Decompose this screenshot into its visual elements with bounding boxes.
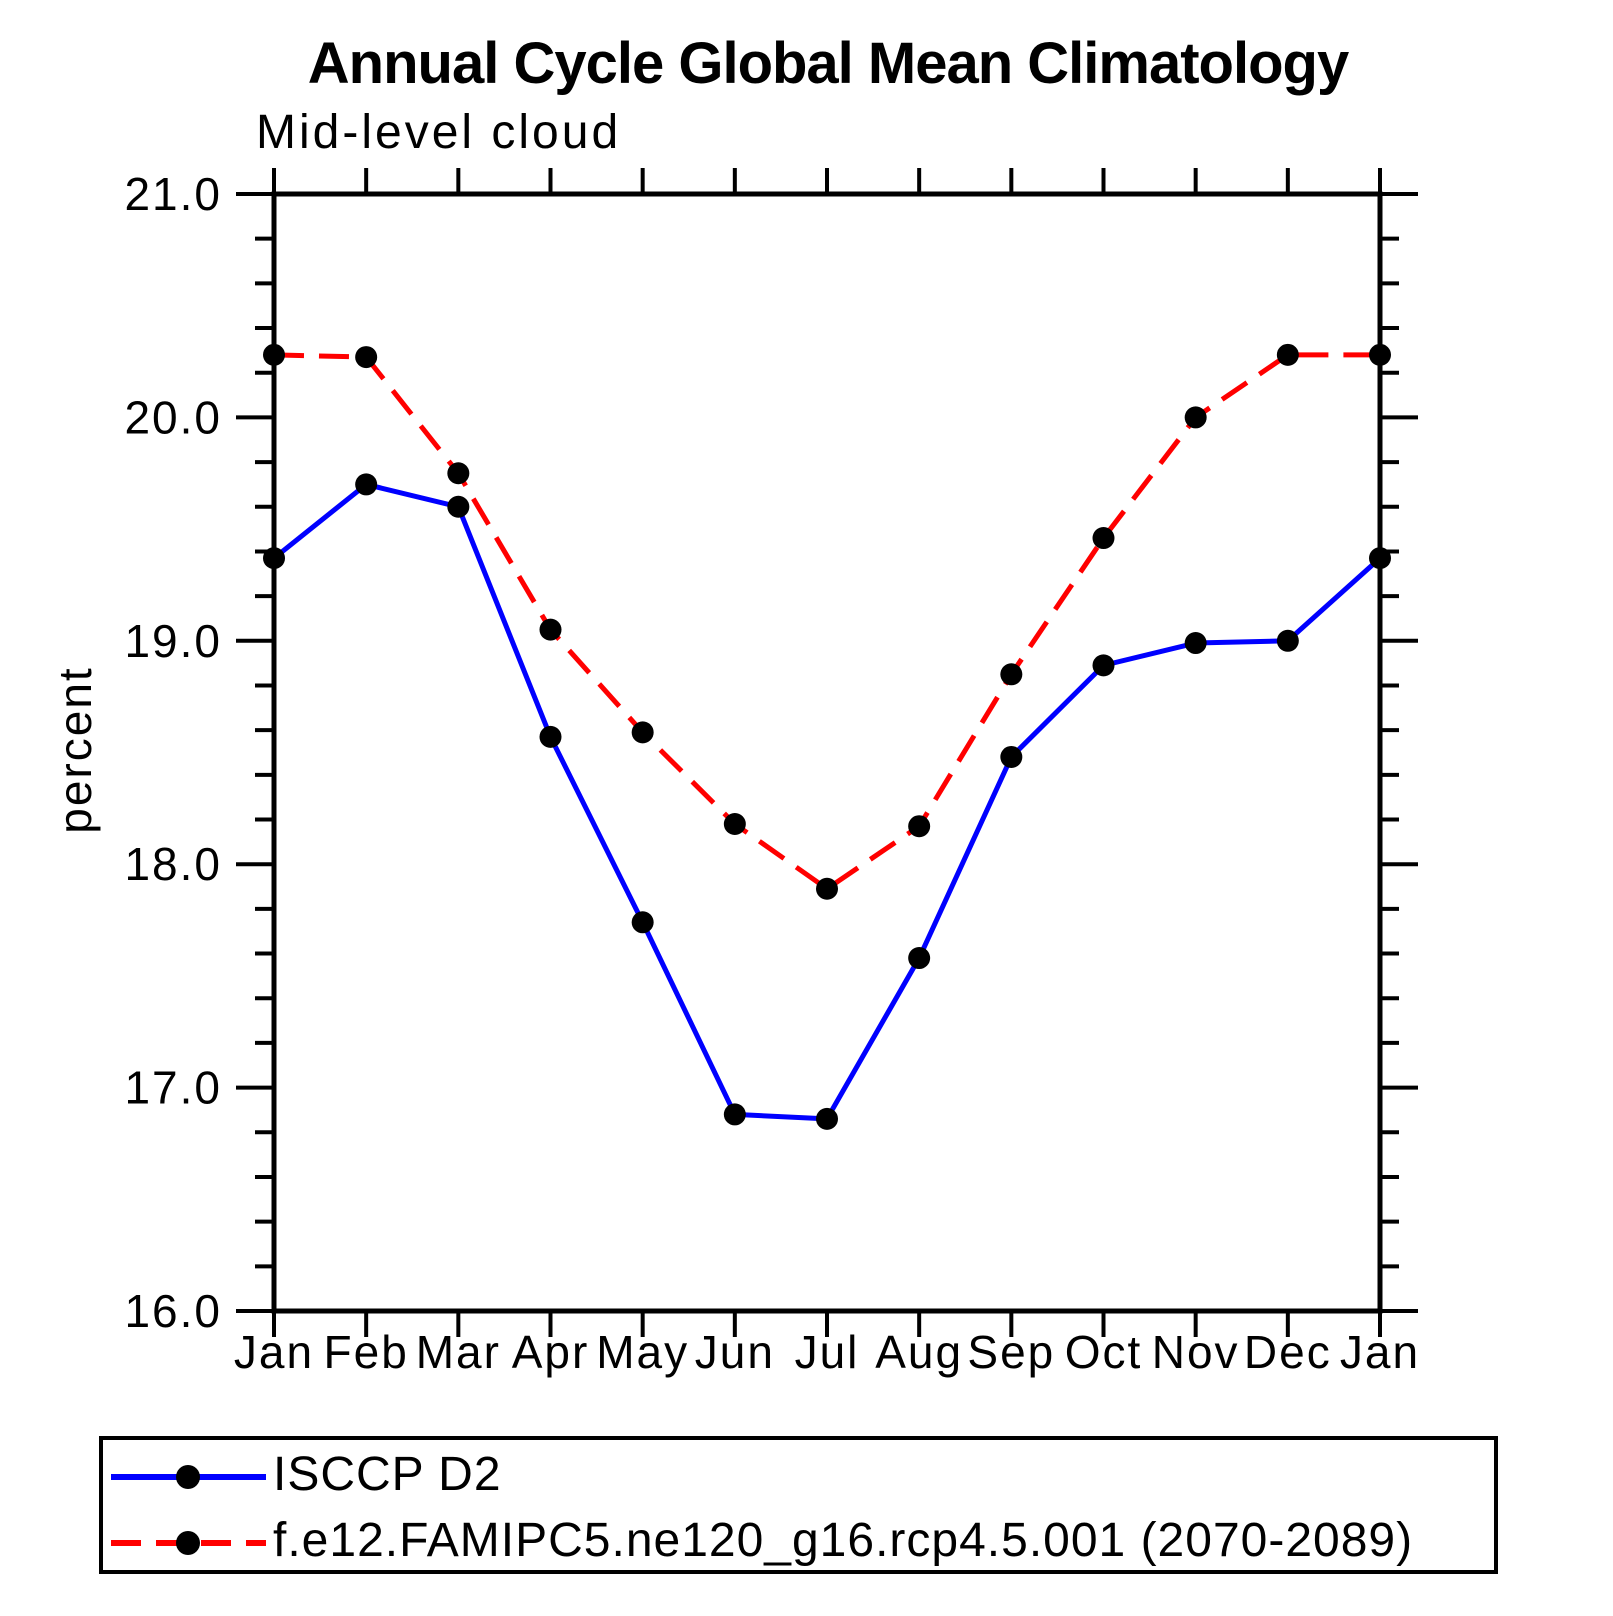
x-axis-label: Aug (875, 1326, 963, 1378)
data-point-0-Jan (263, 547, 285, 570)
x-axis-label: Jan (234, 1326, 314, 1378)
chart-title: Annual Cycle Global Mean Climatology (307, 31, 1349, 96)
data-point-1-Sep (1000, 663, 1023, 686)
data-point-0-May (631, 911, 654, 934)
data-point-1-Feb (355, 346, 378, 369)
data-point-1-Jan (263, 343, 285, 366)
data-point-1-Mar (447, 462, 470, 485)
data-point-0-Jun (723, 1103, 746, 1126)
data-point-1-Oct (1092, 527, 1115, 550)
legend-label-isccp-d2: ISCCP D2 (273, 1447, 502, 1501)
x-axis-label: Jul (795, 1326, 860, 1378)
legend-box: ISCCP D2 f.e12.FAMIPC5.ne120_g16.rcp4.5.… (99, 1436, 1498, 1574)
plot-frame (271, 191, 1383, 1314)
data-point-1-Jun (723, 812, 746, 835)
data-point-0-Nov (1184, 632, 1207, 655)
x-axis-label: Sep (967, 1326, 1055, 1378)
legend-marker-dot (176, 1531, 200, 1555)
data-point-1-Jan (1369, 343, 1391, 366)
data-point-1-Jul (816, 877, 838, 900)
data-point-0-Feb (355, 473, 378, 496)
series-line-1 (273, 352, 1380, 892)
data-point-1-Aug (908, 815, 931, 838)
x-axis-label: Nov (1152, 1326, 1240, 1378)
legend-sample-dashed-line (111, 1531, 266, 1555)
x-axis-label: May (596, 1326, 689, 1378)
y-axis-label: 17.0 (124, 1062, 222, 1114)
data-point-1-Dec (1276, 343, 1299, 366)
data-point-0-Apr (539, 725, 562, 748)
data-point-0-Dec (1276, 629, 1299, 652)
x-axis-label: Apr (512, 1326, 590, 1378)
legend-sample-solid-line (111, 1465, 266, 1489)
data-point-1-Nov (1184, 406, 1207, 429)
x-axis-label: Feb (324, 1326, 409, 1378)
x-axis-label: Jun (695, 1326, 775, 1378)
data-point-0-Jul (816, 1107, 838, 1130)
chart-subtitle: Mid-level cloud (256, 106, 622, 159)
legend-item-model: f.e12.FAMIPC5.ne120_g16.rcp4.5.001 (2070… (103, 1510, 1413, 1570)
legend-marker-dot (176, 1465, 200, 1489)
y-axis-label: 20.0 (124, 391, 222, 443)
data-point-0-Oct (1092, 654, 1115, 677)
y-axis-label: 19.0 (124, 615, 222, 667)
y-axis-label: 16.0 (124, 1285, 222, 1337)
x-axis-label: Jan (1340, 1326, 1420, 1378)
y-axis-label: 18.0 (124, 838, 222, 890)
data-point-0-Jan (1369, 547, 1391, 570)
legend-item-isccp-d2: ISCCP D2 (103, 1444, 502, 1504)
x-axis-label: Mar (416, 1326, 501, 1378)
data-point-0-Sep (1000, 745, 1023, 768)
data-point-1-May (631, 721, 654, 744)
y-axis-label: 21.0 (124, 168, 222, 220)
data-point-0-Mar (447, 495, 470, 518)
legend-label-model: f.e12.FAMIPC5.ne120_g16.rcp4.5.001 (2070… (273, 1513, 1414, 1567)
data-point-0-Aug (908, 947, 931, 970)
x-axis-label: Oct (1065, 1326, 1143, 1378)
x-axis-label: Dec (1244, 1326, 1332, 1378)
series-line-0 (272, 481, 1382, 1122)
data-point-1-Apr (539, 618, 562, 641)
